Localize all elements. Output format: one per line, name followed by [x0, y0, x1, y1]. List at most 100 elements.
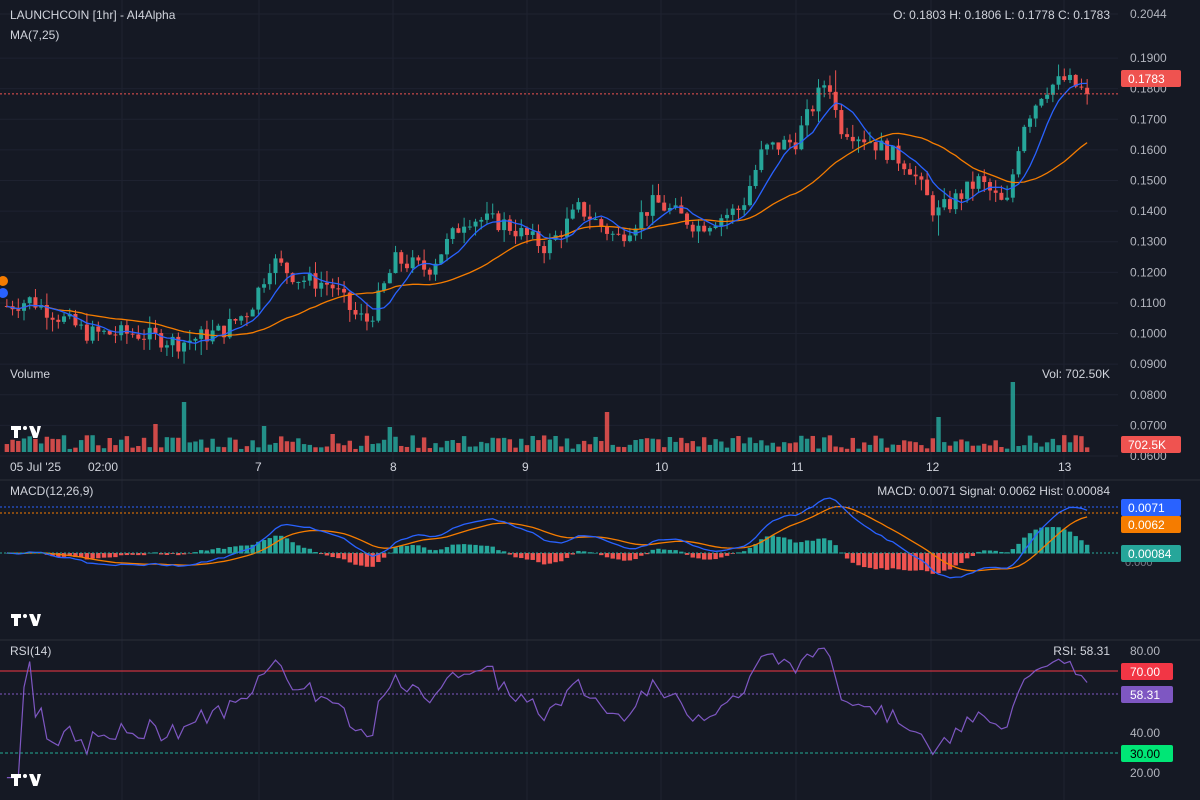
volume-bar [581, 440, 587, 452]
macd-hist-bar [673, 550, 678, 554]
time-label: 11 [791, 460, 804, 474]
candle-body [484, 213, 489, 220]
macd-hist-bar [1033, 529, 1038, 554]
volume-bar [959, 439, 964, 452]
volume-bar [181, 402, 187, 452]
volume-bar [799, 435, 804, 452]
macd-hist-bar [633, 553, 638, 560]
volume-bar [719, 441, 724, 452]
volume-bar [976, 445, 981, 452]
macd-hist-bar [176, 553, 181, 556]
hist-badge-bg [1121, 545, 1181, 562]
macd-hist-bar [976, 551, 981, 554]
macd-hist-bar [519, 553, 524, 559]
volume-bar [279, 436, 284, 452]
volume-bar [1010, 382, 1016, 452]
volume-bar [536, 440, 541, 452]
macd-hist-bar [198, 550, 204, 554]
macd-hist-bar [204, 550, 210, 554]
macd-hist-bar [416, 545, 421, 554]
volume-bar [27, 436, 32, 452]
candle-body [776, 142, 781, 150]
volume-bar [10, 439, 15, 452]
volume-bar [244, 446, 250, 452]
candle-body [290, 273, 295, 283]
tradingview-logo-icon[interactable] [11, 424, 45, 444]
macd-hist-bar [1067, 531, 1073, 554]
macd-hist-bar [107, 553, 112, 558]
volume-bar [376, 443, 381, 452]
macd-hist-bar [959, 553, 964, 563]
macd-hist-bar [496, 550, 501, 554]
volume-bar [667, 437, 673, 452]
rsi-tick-20: 20.00 [1130, 766, 1160, 780]
volume-bar [210, 438, 215, 452]
tradingview-logo-icon[interactable] [11, 612, 45, 632]
macd-hist-bar [764, 536, 770, 554]
macd-hist-bar [810, 540, 815, 554]
macd-hist-bar [467, 544, 473, 554]
time-axis: 05 Jul '25 02:00 7 8 9 10 11 12 13 [10, 460, 1072, 474]
candle-body [256, 287, 261, 310]
macd-hist-bar [227, 547, 232, 554]
volume-bar [513, 447, 518, 452]
macd-hist-bar [433, 550, 438, 554]
ma-fast-line [6, 82, 1088, 344]
volume-bar [650, 438, 655, 452]
macd-hist-bar [84, 553, 90, 560]
ohlc-readout: O: 0.1803 H: 0.1806 L: 0.1778 C: 0.1783 [893, 8, 1110, 22]
volume-bar [684, 443, 690, 452]
macd-hist-bar [793, 542, 798, 554]
volume-bar [547, 439, 553, 452]
candle-body [410, 257, 415, 269]
macd-hist-bar [782, 537, 787, 554]
tradingview-logo-icon[interactable] [11, 772, 45, 792]
volume-bar [673, 441, 678, 452]
candle-body [959, 193, 964, 199]
macd-hist-bar [690, 553, 695, 558]
volume-bar [404, 446, 410, 452]
volume-bar [216, 446, 221, 452]
macd-hist-bar [759, 539, 764, 554]
macd-line [6, 497, 1088, 579]
candle-body [433, 263, 438, 275]
candle-body [164, 345, 169, 348]
volume-bar [764, 445, 770, 452]
candle-body [1022, 126, 1027, 152]
volume-bar [227, 437, 232, 452]
macd-hist-bar [158, 553, 164, 555]
candle-body [244, 316, 249, 318]
candle-body [542, 246, 547, 254]
candle-body [656, 195, 661, 203]
candle-body [182, 342, 187, 352]
macd-hist-bar [393, 547, 398, 554]
volume-bar [450, 440, 455, 452]
candle-body [530, 231, 535, 235]
candle-body [690, 224, 695, 232]
macd-hist-bar [330, 553, 335, 558]
candle-body [576, 202, 581, 210]
volume-bar [307, 444, 312, 452]
candle-body [1027, 118, 1032, 127]
volume-bar [38, 443, 44, 452]
macd-hist-bar [484, 545, 490, 554]
volume-bar [599, 441, 604, 452]
macd-hist-bar [301, 547, 307, 554]
volume-bar [856, 448, 861, 452]
volume-bar [1050, 438, 1056, 452]
volume-bar [187, 442, 192, 452]
candle-body [1079, 86, 1084, 88]
volume-bar [359, 445, 364, 452]
macd-hist-bar [364, 553, 370, 567]
volume-bar [787, 443, 793, 452]
macd-hist-bar [1073, 536, 1078, 554]
macd-hist-bar [341, 553, 347, 560]
macd-hist-bar [1050, 527, 1056, 554]
macd-hist-bar [250, 544, 255, 554]
macd-hist-bar [256, 541, 261, 554]
candle-body [616, 233, 621, 235]
macd-hist-bar [541, 553, 547, 565]
candle-body [816, 87, 821, 112]
